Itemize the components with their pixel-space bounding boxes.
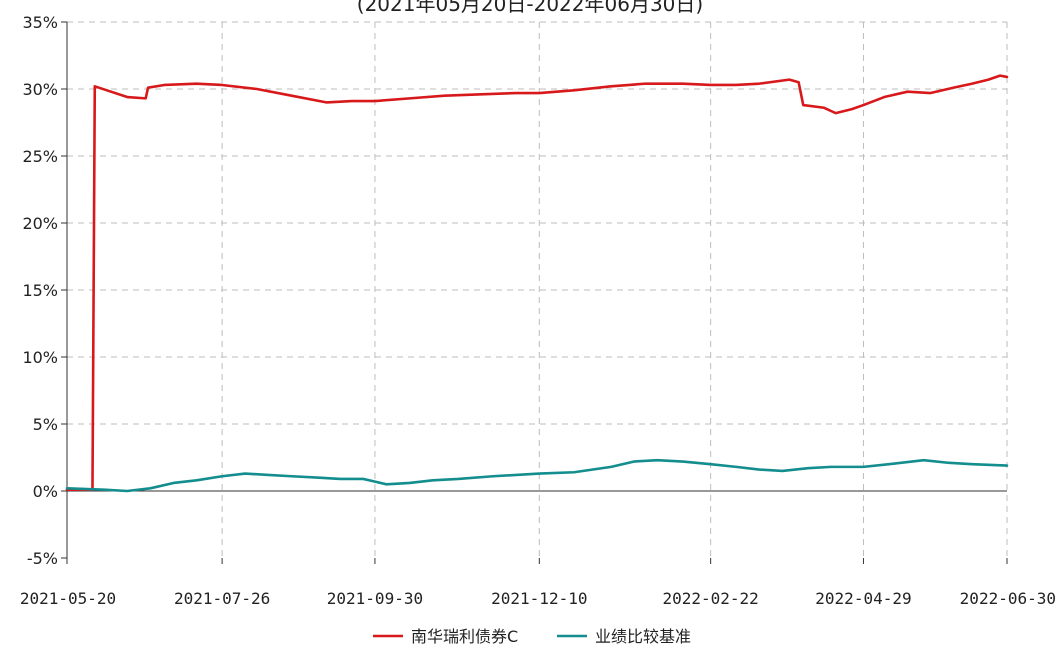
x-tick-label: 2021-07-26: [174, 589, 270, 608]
y-tick-label: -5%: [27, 549, 58, 568]
y-tick-label: 0%: [33, 482, 58, 501]
y-tick-label: 30%: [22, 80, 58, 99]
legend-label-2: 业绩比较基准: [595, 627, 691, 646]
x-tick-label: 2021-05-20: [20, 589, 116, 608]
y-tick-label: 15%: [22, 281, 58, 300]
x-tick-label: 2021-12-10: [491, 589, 587, 608]
y-tick-label: 25%: [22, 147, 58, 166]
legend-label-1: 南华瑞利债券C: [411, 627, 518, 646]
y-tick-label: 20%: [22, 214, 58, 233]
x-tick-label: 2022-02-22: [662, 589, 758, 608]
y-tick-label: 10%: [22, 348, 58, 367]
x-tick-label: 2022-04-29: [815, 589, 911, 608]
x-tick-label: 2022-06-30: [960, 589, 1056, 608]
chart-subtitle: (2021年05月20日-2022年06月30日): [356, 0, 704, 16]
series-line-2: [65, 458, 1009, 493]
y-tick-label: 35%: [22, 13, 58, 32]
series-line-1: [65, 74, 1009, 491]
y-tick-label: 5%: [33, 415, 58, 434]
x-tick-label: 2021-09-30: [327, 589, 423, 608]
